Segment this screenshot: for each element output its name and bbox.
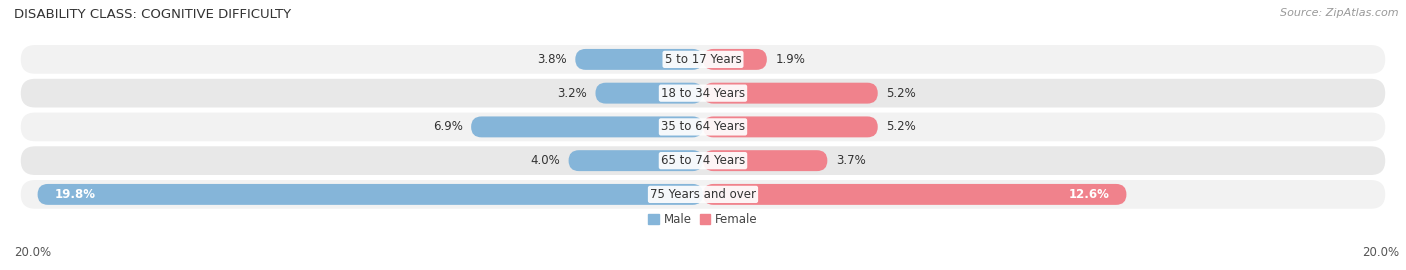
Text: 3.7%: 3.7% — [835, 154, 866, 167]
Text: 35 to 64 Years: 35 to 64 Years — [661, 120, 745, 133]
FancyBboxPatch shape — [471, 116, 703, 137]
FancyBboxPatch shape — [703, 184, 1126, 205]
Text: DISABILITY CLASS: COGNITIVE DIFFICULTY: DISABILITY CLASS: COGNITIVE DIFFICULTY — [14, 8, 291, 21]
Text: 19.8%: 19.8% — [55, 188, 96, 201]
FancyBboxPatch shape — [21, 180, 1385, 209]
Text: 12.6%: 12.6% — [1069, 188, 1109, 201]
Text: 20.0%: 20.0% — [14, 246, 51, 259]
Text: 75 Years and over: 75 Years and over — [650, 188, 756, 201]
Text: 65 to 74 Years: 65 to 74 Years — [661, 154, 745, 167]
Text: Source: ZipAtlas.com: Source: ZipAtlas.com — [1281, 8, 1399, 18]
Text: 18 to 34 Years: 18 to 34 Years — [661, 87, 745, 100]
Text: 5.2%: 5.2% — [886, 120, 915, 133]
Text: 4.0%: 4.0% — [530, 154, 560, 167]
FancyBboxPatch shape — [21, 79, 1385, 107]
FancyBboxPatch shape — [703, 150, 827, 171]
FancyBboxPatch shape — [596, 83, 703, 104]
Text: 1.9%: 1.9% — [775, 53, 806, 66]
FancyBboxPatch shape — [21, 113, 1385, 141]
FancyBboxPatch shape — [568, 150, 703, 171]
Text: 3.8%: 3.8% — [537, 53, 567, 66]
Text: 5 to 17 Years: 5 to 17 Years — [665, 53, 741, 66]
FancyBboxPatch shape — [703, 83, 877, 104]
FancyBboxPatch shape — [21, 146, 1385, 175]
FancyBboxPatch shape — [703, 49, 766, 70]
FancyBboxPatch shape — [575, 49, 703, 70]
Text: 20.0%: 20.0% — [1362, 246, 1399, 259]
FancyBboxPatch shape — [38, 184, 703, 205]
Text: 6.9%: 6.9% — [433, 120, 463, 133]
Text: 5.2%: 5.2% — [886, 87, 915, 100]
Text: 3.2%: 3.2% — [557, 87, 588, 100]
FancyBboxPatch shape — [703, 116, 877, 137]
FancyBboxPatch shape — [21, 45, 1385, 74]
Legend: Male, Female: Male, Female — [644, 208, 762, 231]
